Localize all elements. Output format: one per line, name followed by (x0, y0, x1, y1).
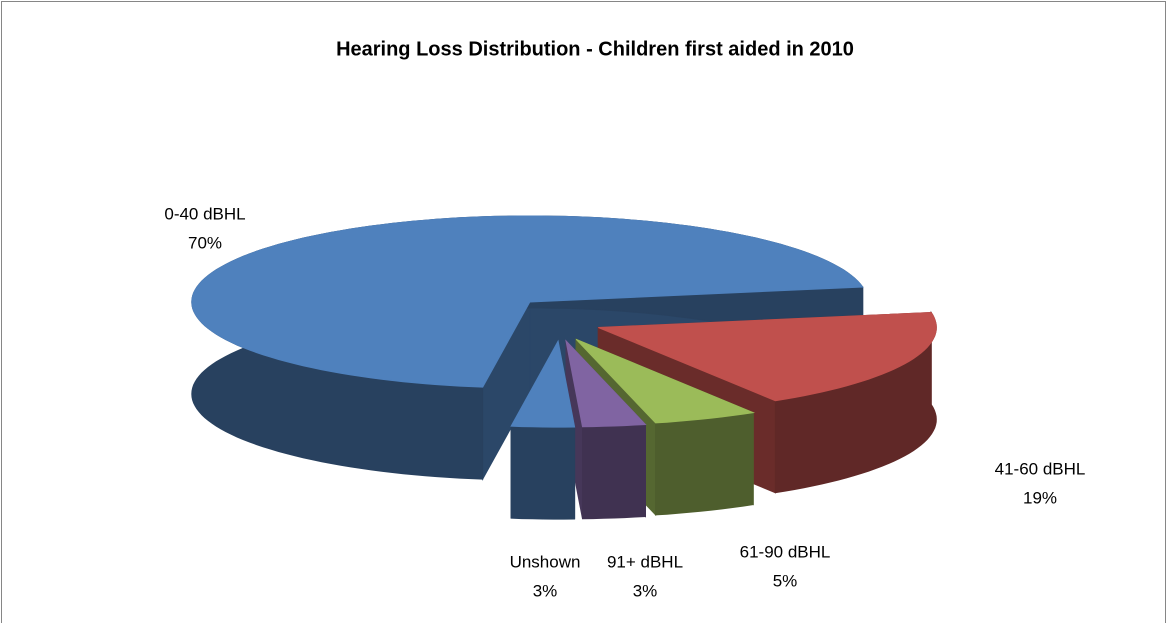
slice (191, 215, 864, 388)
category-label: 61-90 dBHL (740, 542, 831, 561)
category-label: 41-60 dBHL (995, 459, 1086, 478)
value-label: 19% (1023, 488, 1057, 507)
slice (575, 338, 756, 424)
slice (565, 339, 647, 428)
value-label: 3% (633, 581, 658, 600)
slice-wall (582, 423, 646, 520)
category-label: 0-40 dBHL (164, 204, 245, 223)
value-label: 5% (773, 571, 798, 590)
slice (510, 339, 576, 428)
value-label: 70% (188, 233, 222, 252)
slice (598, 311, 937, 402)
slice-wall (655, 412, 754, 516)
category-label: Unshown (510, 552, 581, 571)
slice-wall (510, 425, 576, 520)
value-label: 3% (533, 581, 558, 600)
chart-title: Hearing Loss Distribution - Children fir… (336, 38, 854, 60)
category-label: 91+ dBHL (607, 552, 683, 571)
